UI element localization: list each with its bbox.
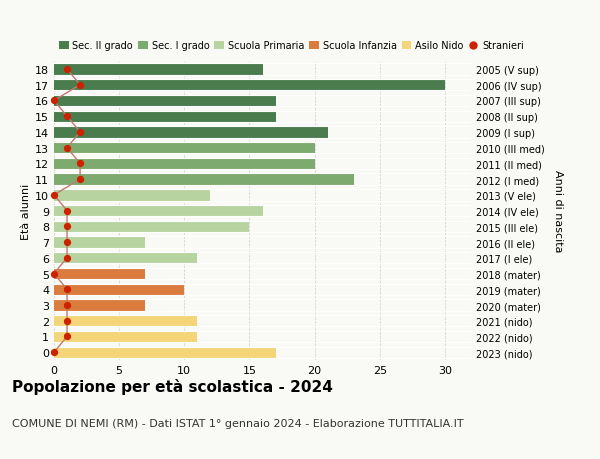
Bar (54, 111, 275, 123)
Point (62, 223, 72, 230)
Point (75, 160, 85, 168)
Y-axis label: Età alunni: Età alunni (21, 183, 31, 239)
Point (49, 270, 59, 278)
Y-axis label: Anni di nascita: Anni di nascita (553, 170, 563, 252)
Bar (54, 331, 197, 342)
Point (49, 192, 59, 199)
Point (62, 145, 72, 152)
Bar (54, 206, 263, 217)
Point (62, 255, 72, 262)
Bar (54, 300, 145, 311)
Bar (54, 127, 328, 138)
Bar (54, 221, 250, 233)
Point (62, 286, 72, 293)
Text: COMUNE DI NEMI (RM) - Dati ISTAT 1° gennaio 2024 - Elaborazione TUTTITALIA.IT: COMUNE DI NEMI (RM) - Dati ISTAT 1° genn… (12, 418, 464, 428)
Text: Popolazione per età scolastica - 2024: Popolazione per età scolastica - 2024 (12, 379, 333, 395)
Bar (54, 252, 197, 264)
Bar (54, 190, 211, 201)
Point (49, 349, 59, 356)
Point (62, 302, 72, 309)
Point (75, 82, 85, 89)
Point (49, 98, 59, 105)
Point (62, 113, 72, 121)
Bar (54, 315, 197, 327)
Bar (54, 269, 145, 280)
Bar (54, 284, 184, 295)
Bar (54, 158, 314, 170)
Bar (54, 80, 445, 91)
Bar (54, 174, 354, 185)
Bar (54, 347, 275, 358)
Point (75, 176, 85, 184)
Bar (54, 64, 263, 75)
Point (62, 333, 72, 341)
Point (62, 317, 72, 325)
Legend: Sec. II grado, Sec. I grado, Scuola Primaria, Scuola Infanzia, Asilo Nido, Stran: Sec. II grado, Sec. I grado, Scuola Prim… (59, 41, 524, 51)
Point (62, 66, 72, 73)
Point (62, 207, 72, 215)
Point (62, 239, 72, 246)
Bar (54, 95, 275, 107)
Bar (54, 237, 145, 248)
Bar (54, 143, 314, 154)
Point (75, 129, 85, 136)
